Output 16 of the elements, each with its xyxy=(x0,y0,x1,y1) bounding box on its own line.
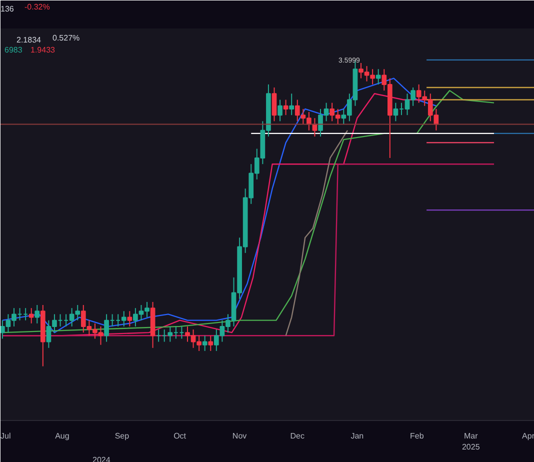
x-tick-label: Oct xyxy=(174,432,187,440)
x-tick-label: Feb xyxy=(410,432,424,440)
text: 2.1834 xyxy=(16,36,42,44)
x-tick-label: Jan xyxy=(350,432,364,440)
x-tick-label: Dec xyxy=(290,432,304,440)
x-tick-label: Sep xyxy=(114,432,130,440)
x-tick-label: Nov xyxy=(232,432,247,440)
x-tick-label: Mar 2025 xyxy=(462,432,480,452)
x-tick-label: Aug xyxy=(55,432,70,440)
x-tick-label: Apr xyxy=(522,432,534,440)
text: 0.527% xyxy=(52,34,80,42)
text: 1.9433 xyxy=(30,46,56,54)
text: 6983 xyxy=(4,46,23,54)
x-tick-label: Jul xyxy=(0,432,11,440)
text: -0.32% xyxy=(24,2,50,12)
text: 136 xyxy=(0,4,14,14)
